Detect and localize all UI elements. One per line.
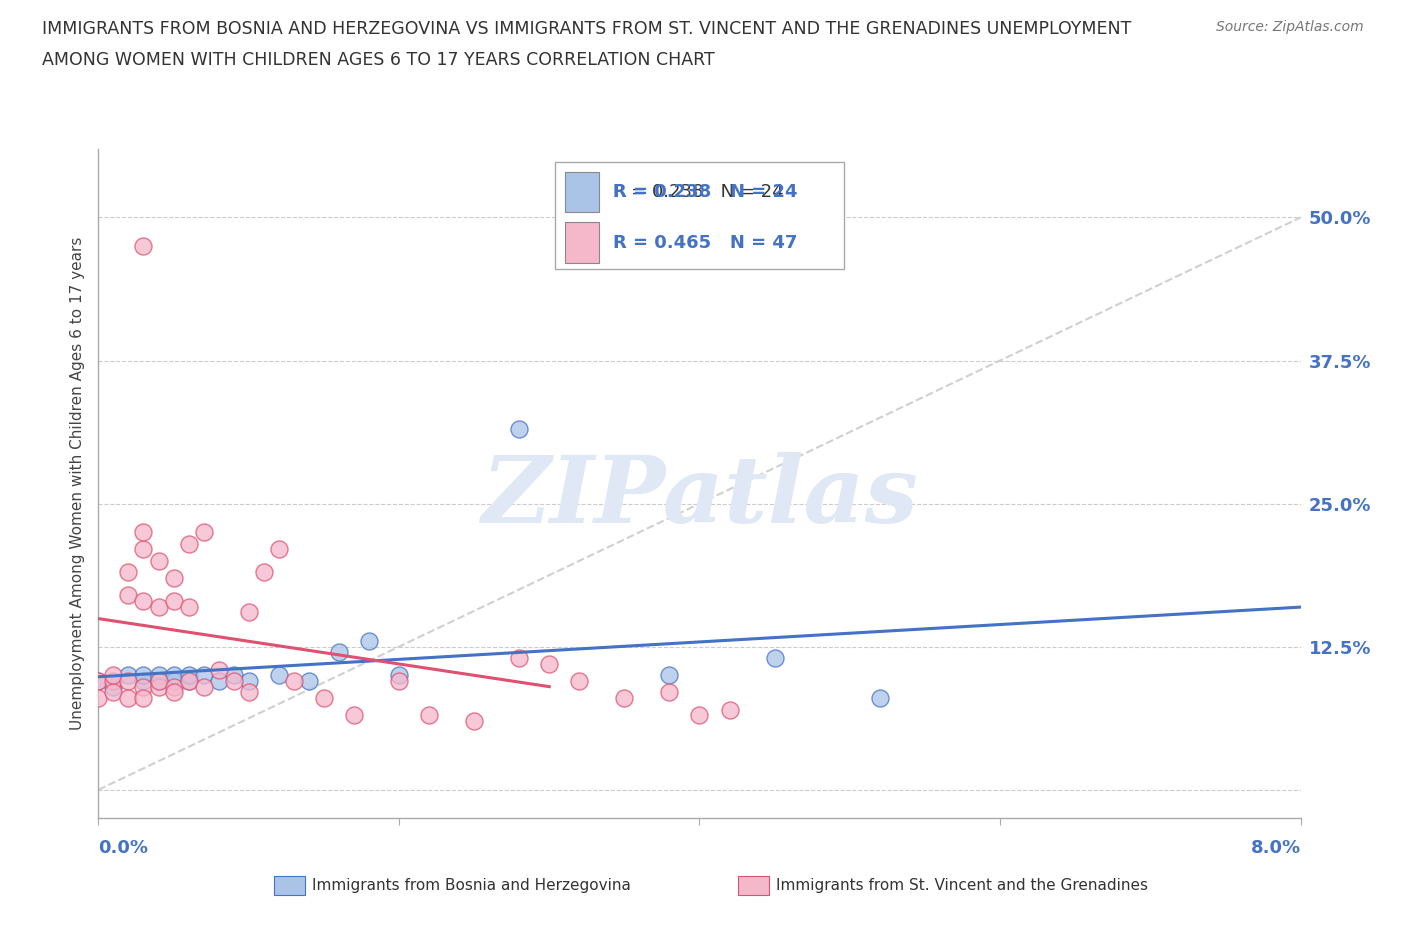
Point	[117, 673, 139, 688]
Point	[177, 673, 200, 688]
Point	[267, 542, 290, 557]
Point	[132, 679, 155, 694]
Point	[208, 673, 231, 688]
Point	[132, 525, 155, 539]
Text: R = 0.238   N = 24: R = 0.238 N = 24	[613, 183, 797, 201]
Point	[267, 668, 290, 683]
Point	[869, 691, 891, 706]
Point	[117, 565, 139, 579]
Text: Immigrants from Bosnia and Herzegovina: Immigrants from Bosnia and Herzegovina	[312, 878, 631, 893]
Point	[103, 685, 125, 700]
Point	[132, 673, 155, 688]
Point	[238, 604, 260, 619]
Point	[328, 645, 350, 660]
Text: 8.0%: 8.0%	[1250, 839, 1301, 857]
Point	[463, 713, 485, 728]
Point	[117, 691, 139, 706]
Point	[418, 708, 440, 723]
Point	[388, 673, 411, 688]
Point	[508, 422, 530, 437]
Point	[508, 651, 530, 666]
Point	[718, 702, 741, 717]
Point	[343, 708, 366, 723]
Y-axis label: Unemployment Among Women with Children Ages 6 to 17 years: Unemployment Among Women with Children A…	[69, 237, 84, 730]
Point	[87, 673, 110, 688]
Point	[283, 673, 305, 688]
Point	[117, 668, 139, 683]
Point	[568, 673, 591, 688]
Point	[162, 673, 184, 688]
Point	[312, 691, 335, 706]
Point	[193, 679, 215, 694]
Point	[193, 525, 215, 539]
Point	[87, 691, 110, 706]
Point	[177, 668, 200, 683]
Point	[763, 651, 786, 666]
Point	[193, 668, 215, 683]
Point	[222, 673, 245, 688]
Point	[148, 673, 170, 688]
Point	[148, 599, 170, 614]
Text: AMONG WOMEN WITH CHILDREN AGES 6 TO 17 YEARS CORRELATION CHART: AMONG WOMEN WITH CHILDREN AGES 6 TO 17 Y…	[42, 51, 714, 69]
Text: Immigrants from St. Vincent and the Grenadines: Immigrants from St. Vincent and the Gren…	[776, 878, 1149, 893]
Point	[238, 685, 260, 700]
Text: R = 0.238   N = 24: R = 0.238 N = 24	[613, 183, 783, 201]
Point	[148, 673, 170, 688]
Point	[103, 668, 125, 683]
Point	[177, 599, 200, 614]
Point	[162, 679, 184, 694]
Point	[162, 593, 184, 608]
Point	[388, 668, 411, 683]
Point	[177, 537, 200, 551]
FancyBboxPatch shape	[555, 162, 844, 270]
Text: IMMIGRANTS FROM BOSNIA AND HERZEGOVINA VS IMMIGRANTS FROM ST. VINCENT AND THE GR: IMMIGRANTS FROM BOSNIA AND HERZEGOVINA V…	[42, 20, 1132, 38]
Point	[613, 691, 636, 706]
Point	[162, 571, 184, 586]
Point	[87, 673, 110, 688]
FancyBboxPatch shape	[565, 222, 599, 262]
Point	[658, 668, 681, 683]
Text: 0.0%: 0.0%	[98, 839, 149, 857]
Point	[132, 691, 155, 706]
Point	[162, 668, 184, 683]
Text: Source: ZipAtlas.com: Source: ZipAtlas.com	[1216, 20, 1364, 34]
Point	[117, 588, 139, 603]
Point	[148, 553, 170, 568]
Point	[103, 673, 125, 688]
Text: ZIPatlas: ZIPatlas	[481, 452, 918, 542]
Point	[132, 668, 155, 683]
Point	[688, 708, 710, 723]
FancyBboxPatch shape	[565, 172, 599, 212]
Point	[148, 679, 170, 694]
Point	[253, 565, 276, 579]
Point	[298, 673, 321, 688]
Point	[177, 673, 200, 688]
Point	[357, 633, 380, 648]
Point	[132, 239, 155, 254]
Point	[103, 679, 125, 694]
Point	[208, 662, 231, 677]
Point	[132, 542, 155, 557]
Point	[538, 657, 561, 671]
Text: R = 0.465   N = 47: R = 0.465 N = 47	[613, 233, 797, 251]
Point	[658, 685, 681, 700]
Point	[132, 593, 155, 608]
Point	[238, 673, 260, 688]
Point	[162, 685, 184, 700]
Point	[148, 668, 170, 683]
Point	[222, 668, 245, 683]
